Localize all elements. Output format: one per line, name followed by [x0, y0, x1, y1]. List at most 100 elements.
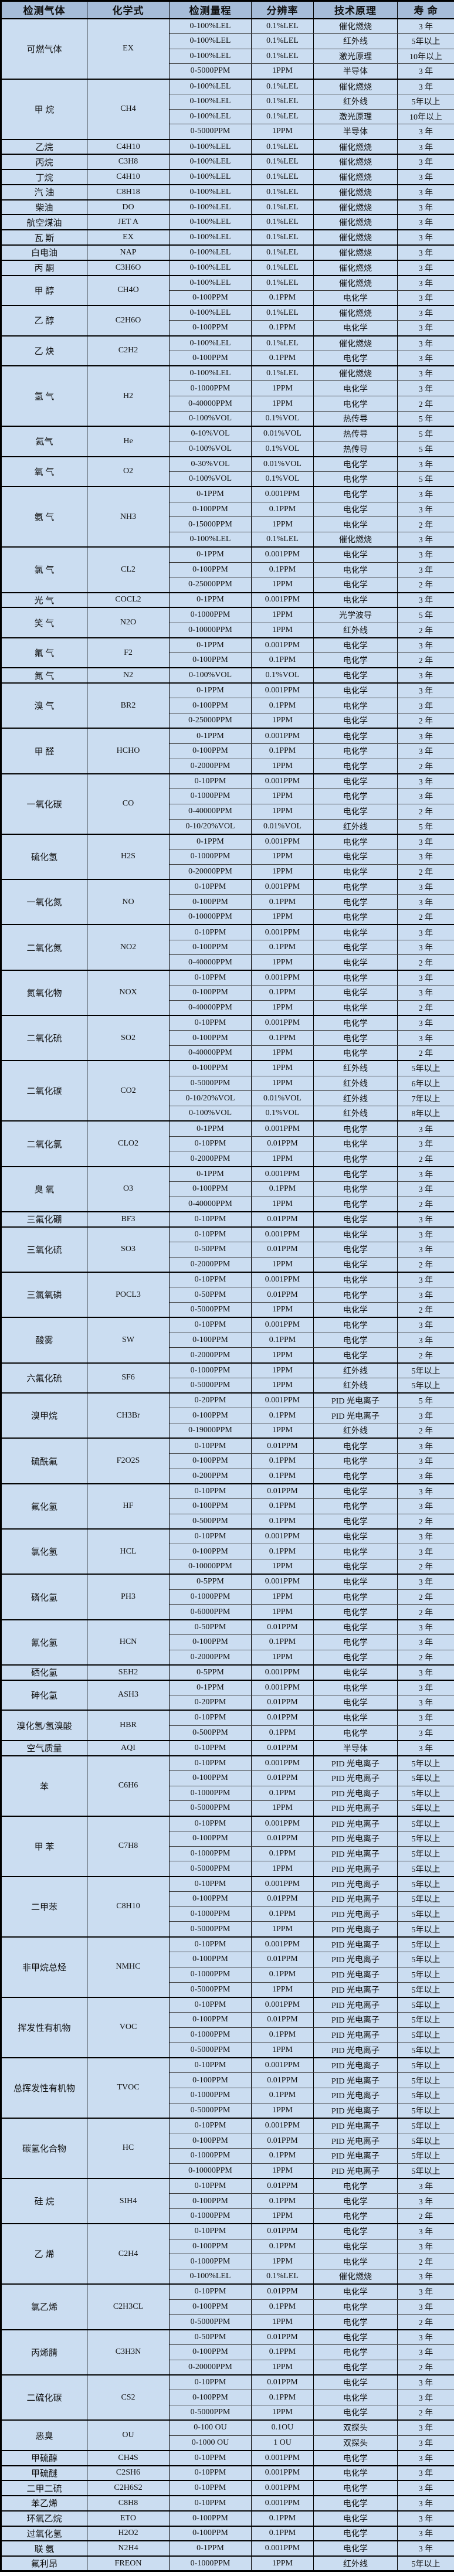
range-cell: 0-1000PPM	[169, 1966, 252, 1983]
range-cell: 0-5000PPM	[169, 1921, 252, 1938]
table-row: 0-5000PPM 1PPM PID 光电离子 5年以上	[1, 2102, 454, 2119]
resolution-cell: 0.1PPM	[251, 350, 314, 366]
principle-cell: 催化燃烧	[313, 2269, 398, 2285]
table-row: 硫化氢 H2S 0-1PPM 0.001PPM 电化学 3 年	[1, 833, 454, 880]
formula-cell: EX	[87, 229, 170, 246]
table-row: 0-100PPM 0.1PPM 电化学 3 年	[1, 1332, 454, 1348]
gas-name-cell: 二甲二硫	[1, 2480, 87, 2496]
lifespan-cell: 5 年	[397, 607, 454, 623]
table-row: 一氧化碳 CO 0-10PPM 0.001PPM 电化学 3 年	[1, 773, 454, 835]
gas-name-cell: 溴化氢/氢溴酸	[1, 1710, 87, 1741]
formula-cell: H2	[87, 365, 170, 427]
table-row: 二甲二硫 C2H6S2 0-10PPM 0.001PPM 电化学 3 年	[1, 2480, 454, 2496]
resolution-cell: 1PPM	[251, 1302, 314, 1318]
lifespan-cell: 5年以上	[397, 1861, 454, 1877]
range-cell: 0-1000PPM	[169, 2254, 252, 2270]
resolution-cell: 0.1%LEL	[251, 183, 314, 200]
resolution-cell: 1PPM	[251, 516, 314, 533]
table-row: 0-1000PPM 0.1PPM PID 光电离子 5年以上	[1, 2087, 454, 2103]
table-row: 氰化氢 HCN 0-50PPM 0.01PPM 电化学 3 年	[1, 1619, 454, 1666]
formula-cell: C3H3N	[87, 2329, 170, 2376]
gas-name-cell: 非甲烷总烃	[1, 1936, 87, 1998]
range-cell: 0-100PPM	[169, 1060, 252, 1076]
gas-name-cell: 挥发性有机物	[1, 1996, 87, 2058]
table-row: 丁烷 C4H10 0-100%LEL 0.1%LEL 催化燃烧 3 年	[1, 169, 454, 185]
table-row: 0-100PPM 0.1PPM 电化学 3 年	[1, 290, 454, 306]
col-header-gas: 检测气体	[1, 1, 87, 19]
table-row: 0-100%LEL 0.1%LEL 激光原理 10年以上	[1, 48, 454, 64]
lifespan-cell: 3 年	[397, 2449, 454, 2466]
resolution-cell: 0.001PPM	[251, 2495, 314, 2512]
range-cell: 0-5000PPM	[169, 124, 252, 140]
resolution-cell: 0.1PPM	[251, 698, 314, 714]
resolution-cell: 0.001PPM	[251, 2057, 314, 2074]
lifespan-cell: 3 年	[397, 290, 454, 306]
table-row: 0-25000PPM 1PPM 电化学 2 年	[1, 713, 454, 729]
principle-cell: 催化燃烧	[313, 335, 398, 351]
lifespan-cell: 3 年	[397, 2435, 454, 2451]
range-cell: 0-10PPM	[169, 1483, 252, 1500]
formula-cell: EX	[87, 18, 170, 80]
formula-cell: DO	[87, 199, 170, 215]
lifespan-cell: 10年以上	[397, 108, 454, 125]
range-cell: 0-100%VOL	[169, 1106, 252, 1122]
range-cell: 0-50PPM	[169, 1242, 252, 1258]
range-cell: 0-100%LEL	[169, 138, 252, 155]
range-cell: 0-2000PPM	[169, 1347, 252, 1364]
range-cell: 0-20000PPM	[169, 2359, 252, 2376]
table-row: 0-1000PPM 0.1PPM PID 光电离子 5年以上	[1, 1966, 454, 1983]
principle-cell: 电化学	[313, 1468, 398, 1484]
formula-cell: C2SH6	[87, 2465, 170, 2481]
gas-name-cell: 硒化氢	[1, 1664, 87, 1681]
principle-cell: 电化学	[313, 2390, 398, 2405]
table-row: 0-500PPM 0.1PPM 电化学 2 年	[1, 1513, 454, 1530]
gas-name-cell: 总挥发性有机物	[1, 2057, 87, 2119]
formula-cell: He	[87, 426, 170, 457]
resolution-cell: 1PPM	[251, 2404, 314, 2421]
table-row: 0-2000PPM 1PPM 电化学 2 年	[1, 1151, 454, 1167]
table-row: 氮氧化物 NOX 0-10PPM 0.001PPM 电化学 3 年	[1, 969, 454, 1016]
principle-cell: PID 光电离子	[313, 1785, 398, 1802]
formula-cell: JET A	[87, 214, 170, 230]
lifespan-cell: 3 年	[397, 1287, 454, 1303]
gas-name-cell: 砷化氢	[1, 1679, 87, 1711]
formula-cell: ETO	[87, 2510, 170, 2527]
range-cell: 0-10PPM	[169, 2449, 252, 2466]
lifespan-cell: 3 年	[397, 365, 454, 382]
principle-cell: 电化学	[313, 1725, 398, 1741]
lifespan-cell: 5年以上	[397, 2555, 454, 2572]
range-cell: 0-1000PPM	[169, 2555, 252, 2572]
formula-cell: NAP	[87, 244, 170, 261]
lifespan-cell: 2 年	[397, 909, 454, 925]
resolution-cell: 0.1%LEL	[251, 199, 314, 215]
gas-name-cell: 恶臭	[1, 2419, 87, 2451]
range-cell: 0-100PPM	[169, 743, 252, 759]
lifespan-cell: 3 年	[397, 1181, 454, 1197]
resolution-cell: 1PPM	[251, 1151, 314, 1167]
range-cell: 0-10/20%VOL	[169, 818, 252, 835]
gas-name-cell: 硫酰氟	[1, 1437, 87, 1484]
resolution-cell: 0.001PPM	[251, 486, 314, 502]
table-row: 二氧化碳 CO2 0-100PPM 1PPM 红外线 5年以上	[1, 1060, 454, 1122]
resolution-cell: 0.001PPM	[251, 833, 314, 850]
range-cell: 0-10/20%VOL	[169, 1090, 252, 1107]
range-cell: 0-100%LEL	[169, 93, 252, 110]
resolution-cell: 0.1%LEL	[251, 169, 314, 185]
gas-name-cell: 过氧化氢	[1, 2525, 87, 2541]
lifespan-cell: 2 年	[397, 1559, 454, 1575]
range-cell: 0-10000PPM	[169, 909, 252, 925]
resolution-cell: 0.1PPM	[251, 2193, 314, 2210]
formula-cell: CO	[87, 773, 170, 835]
lifespan-cell: 3 年	[397, 2495, 454, 2512]
principle-cell: 电化学	[313, 1030, 398, 1046]
table-row: 0-40000PPM 1PPM 电化学 2 年	[1, 803, 454, 820]
gas-name-cell: 白电油	[1, 244, 87, 261]
lifespan-cell: 2 年	[397, 2208, 454, 2224]
range-cell: 0-1000PPM	[169, 789, 252, 804]
resolution-cell: 1PPM	[251, 1982, 314, 1998]
resolution-cell: 0.01%VOL	[251, 456, 314, 472]
gas-name-cell: 三氯氧磷	[1, 1272, 87, 1318]
principle-cell: 电化学	[313, 2374, 398, 2391]
lifespan-cell: 3 年	[397, 214, 454, 230]
formula-cell: C4H10	[87, 169, 170, 185]
